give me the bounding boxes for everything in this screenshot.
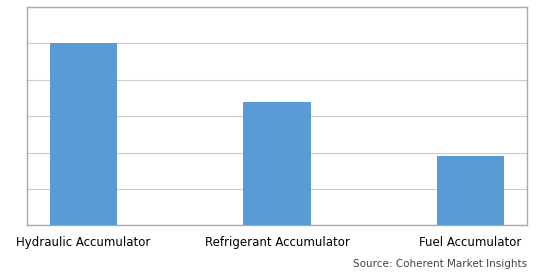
Bar bbox=[437, 156, 504, 225]
Bar bbox=[49, 43, 117, 225]
Bar bbox=[243, 101, 311, 225]
Text: Source: Coherent Market Insights: Source: Coherent Market Insights bbox=[353, 259, 527, 269]
